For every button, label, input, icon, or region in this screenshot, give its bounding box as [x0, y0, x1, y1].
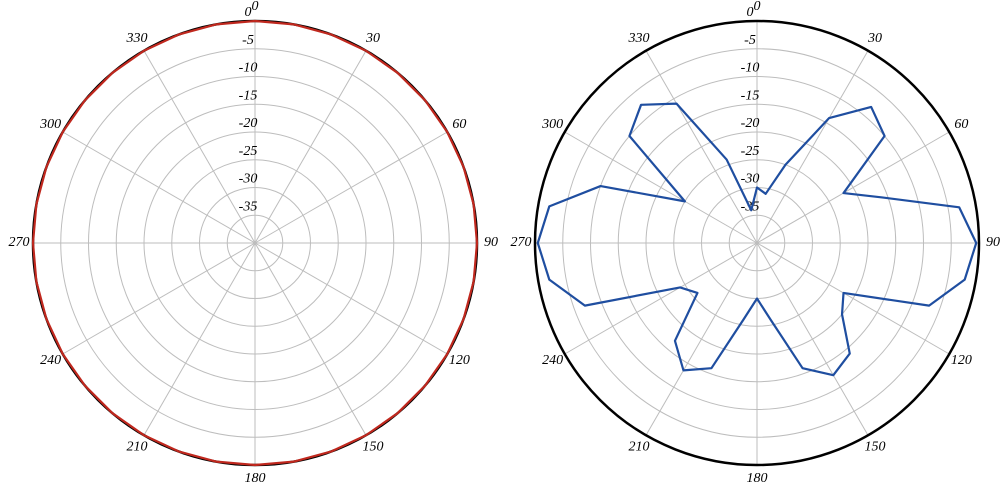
angle-tick-label: 270: [511, 235, 532, 250]
radius-tick-label: -10: [239, 61, 258, 76]
angle-tick-label: 90: [484, 235, 498, 250]
angle-tick-label: 270: [9, 235, 30, 250]
angle-tick-label: 300: [39, 117, 61, 132]
pattern-line: [31, 19, 479, 467]
angle-tick-label: 30: [867, 31, 882, 46]
angle-tick-label: 240: [40, 353, 61, 368]
angle-tick-label: 180: [747, 471, 768, 486]
pattern-line: [536, 102, 978, 377]
angle-tick-label: 0: [754, 0, 761, 14]
angle-tick-label: 150: [865, 440, 886, 455]
radius-tick-label: -15: [741, 88, 760, 103]
angle-tick-label: 150: [363, 440, 384, 455]
ring-grid-line: [617, 103, 897, 383]
radius-tick-label: 0: [747, 5, 754, 20]
angle-tick-label: 210: [127, 440, 148, 455]
angle-tick-label: 30: [365, 31, 380, 46]
ring-grid-line: [590, 76, 924, 410]
ring-grid-line: [226, 214, 284, 272]
ring-grid-line: [562, 48, 952, 438]
angle-tick-label: 0: [252, 0, 259, 14]
angle-tick-label: 300: [541, 117, 563, 132]
radius-tick-label: -20: [239, 116, 258, 131]
angle-tick-label: 240: [542, 353, 563, 368]
angle-tick-label: 90: [986, 235, 1000, 250]
radius-tick-label: -35: [239, 199, 258, 214]
ring-grid-line: [60, 48, 450, 438]
radius-tick-label: -5: [242, 33, 254, 48]
radius-tick-label: -15: [239, 88, 258, 103]
ring-grid-line: [673, 159, 841, 327]
angle-tick-label: 210: [629, 440, 650, 455]
radius-tick-label: -25: [741, 144, 760, 159]
angle-tick-label: 120: [449, 353, 470, 368]
radius-tick-label: -25: [239, 144, 258, 159]
angle-tick-label: 330: [126, 31, 148, 46]
ring-grid-line: [171, 159, 339, 327]
radius-tick-label: -5: [744, 33, 756, 48]
radius-tick-label: 0: [245, 5, 252, 20]
outer-ring: [533, 19, 981, 467]
angle-tick-label: 60: [452, 117, 466, 132]
ring-grid-line: [728, 214, 786, 272]
radius-tick-label: -10: [741, 61, 760, 76]
angle-tick-label: 180: [245, 471, 266, 486]
radius-tick-label: -20: [741, 116, 760, 131]
ring-grid-line: [645, 131, 869, 355]
angle-tick-label: 120: [951, 353, 972, 368]
angle-tick-label: 330: [628, 31, 650, 46]
ring-grid-line: [115, 103, 395, 383]
ring-grid-line: [88, 76, 422, 410]
ring-grid-line: [143, 131, 367, 355]
angle-tick-label: 60: [954, 117, 968, 132]
radius-tick-label: -30: [741, 172, 760, 187]
radius-tick-label: -30: [239, 172, 258, 187]
ring-grid-line: [199, 187, 311, 299]
